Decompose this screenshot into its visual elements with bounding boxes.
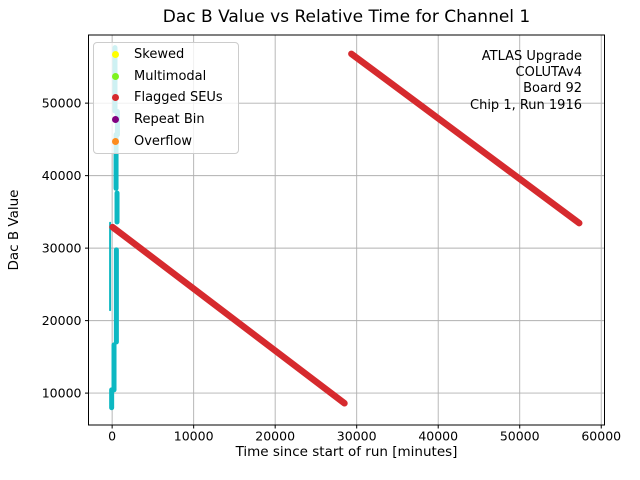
legend-entry-repeat-bin: Repeat Bin — [94, 109, 238, 131]
skewed-dot-icon — [112, 51, 119, 59]
annotation-line: Board 92 — [523, 81, 582, 97]
legend-entry-flagged-seus: Flagged SEUs — [94, 87, 238, 109]
x-tick-label: 10000 — [174, 429, 214, 444]
x-axis-label: Time since start of run [minutes] — [235, 444, 458, 460]
x-tick-label: 20000 — [255, 429, 295, 444]
flagged-seus-ramp — [109, 223, 348, 407]
flagged-seus-dot-icon — [112, 94, 119, 102]
x-tick-label: 0 — [108, 429, 116, 444]
x-tick-label: 60000 — [581, 429, 621, 444]
y-tick-label: 20000 — [42, 313, 82, 328]
legend-label: Multimodal — [134, 68, 207, 84]
legend-entry-skewed: Skewed — [94, 44, 238, 66]
legend-label: Flagged SEUs — [134, 90, 223, 106]
legend-label: Overflow — [134, 133, 193, 149]
axes-frame — [88, 34, 605, 426]
legend-entry-multimodal: Multimodal — [94, 66, 238, 88]
annotation-line: COLUTAv4 — [515, 65, 582, 81]
legend-entry-overflow: Overflow — [94, 130, 238, 152]
plot-title: Dac B Value vs Relative Time for Channel… — [162, 7, 531, 27]
x-tick-label: 30000 — [337, 429, 377, 444]
y-tick-label: 30000 — [42, 241, 82, 256]
x-tick-label: 40000 — [418, 429, 458, 444]
annotation-line: Chip 1, Run 1916 — [470, 97, 582, 113]
y-tick-label: 10000 — [42, 386, 82, 401]
flagged-seus-ramp — [348, 50, 583, 227]
y-tick-label: 40000 — [42, 168, 82, 183]
repeat-bin-dot-icon — [112, 116, 119, 124]
annotation-block: ATLAS Upgrade COLUTAv4 Board 92 Chip 1, … — [470, 49, 582, 114]
multimodal-dot-icon — [112, 72, 119, 80]
y-tick-label: 50000 — [42, 96, 82, 111]
legend-label: Repeat Bin — [134, 112, 205, 128]
legend-label: Skewed — [134, 47, 185, 63]
legend: Skewed Multimodal Flagged SEUs Repeat Bi… — [93, 42, 239, 154]
y-axis-label: Dac B Value — [6, 189, 22, 271]
annotation-line: ATLAS Upgrade — [481, 49, 582, 64]
x-tick-label: 50000 — [500, 429, 540, 444]
overflow-dot-icon — [112, 137, 119, 145]
